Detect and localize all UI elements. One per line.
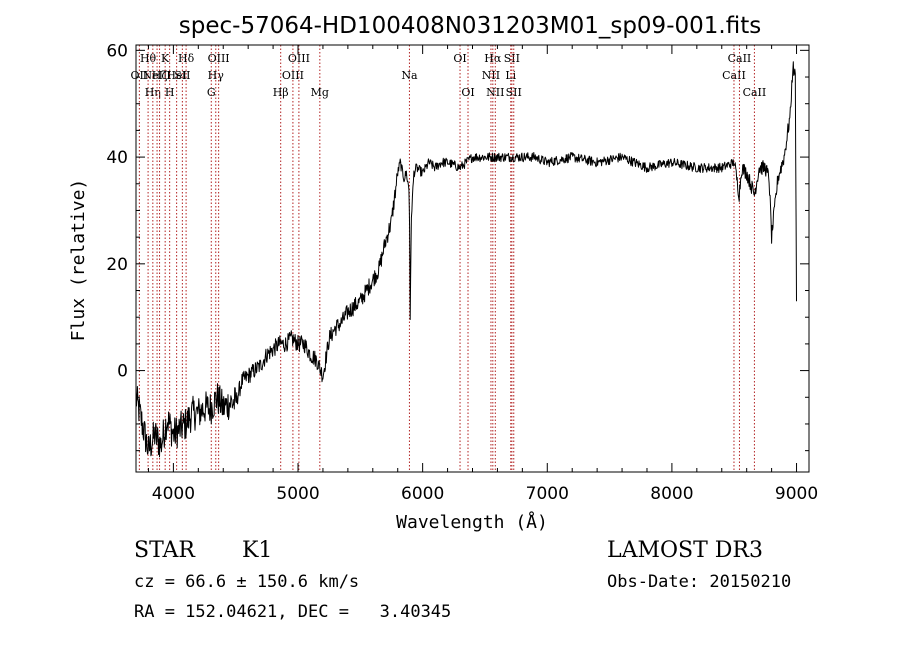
line-label: NII [482, 69, 500, 82]
x-tick-label: 4000 [152, 484, 195, 504]
line-label: K [161, 52, 170, 65]
x-tick-label: 7000 [526, 484, 569, 504]
line-label: SII [506, 86, 522, 99]
axis-ticks: 4000 5000 6000 7000 8000 9000 0 20 40 60 [106, 41, 818, 504]
spectrum-line [135, 61, 797, 458]
line-label: Li [505, 69, 516, 82]
line-label: Hη [145, 86, 161, 99]
line-label: H [165, 86, 175, 99]
line-label: Hθ [140, 52, 157, 65]
object-class: STAR [134, 538, 195, 563]
coordinates: RA = 152.04621, DEC = 3.40345 [134, 602, 452, 622]
y-tick-label: 60 [106, 41, 128, 61]
line-label: Hδ [178, 52, 195, 65]
redshift-velocity: cz = 66.6 ± 150.6 km/s [134, 572, 360, 592]
object-subclass: K1 [242, 538, 273, 563]
observation-date: Obs-Date: 20150210 [607, 572, 792, 592]
survey-name: LAMOST DR3 [607, 538, 763, 563]
line-label: Mg [311, 86, 329, 99]
y-axis-label: Flux (relative) [68, 179, 89, 342]
line-label: OII [131, 69, 149, 82]
line-label: Hγ [208, 69, 225, 82]
line-label: Hα [484, 52, 502, 65]
line-label: OIII [288, 52, 310, 65]
y-tick-label: 0 [117, 362, 128, 382]
line-label: G [207, 86, 216, 99]
line-label: Hζ [152, 69, 168, 82]
chart-title: spec-57064-HD100408N031203M01_sp09-001.f… [179, 13, 761, 39]
line-label: OIII [282, 69, 304, 82]
x-tick-label: 5000 [276, 484, 319, 504]
line-label: SII [504, 52, 520, 65]
line-label: OIII [208, 52, 230, 65]
plot-frame [135, 44, 810, 473]
spectrum-series [135, 61, 797, 458]
x-tick-label: 9000 [775, 484, 818, 504]
x-axis-label: Wavelength (Å) [396, 511, 548, 533]
line-label: OI [453, 52, 466, 65]
line-label: CaII [722, 69, 746, 82]
line-label: CaII [728, 52, 752, 65]
line-label: SII [174, 69, 190, 82]
line-label: Na [401, 69, 418, 82]
x-tick-label: 6000 [401, 484, 444, 504]
line-label: NII [486, 86, 504, 99]
line-label: OI [461, 86, 474, 99]
line-label: HeI [166, 69, 186, 82]
y-tick-label: 40 [106, 148, 128, 168]
line-label: Hβ [273, 86, 289, 99]
y-tick-label: 20 [106, 255, 128, 275]
x-tick-label: 8000 [650, 484, 693, 504]
line-label: NeIII [142, 69, 171, 82]
spectral-line-markers: OIIHθHηNeIIIHζKHHeISIIHδGHγOIIIHβOIIIOII… [131, 45, 767, 472]
line-label: CaII [743, 86, 767, 99]
